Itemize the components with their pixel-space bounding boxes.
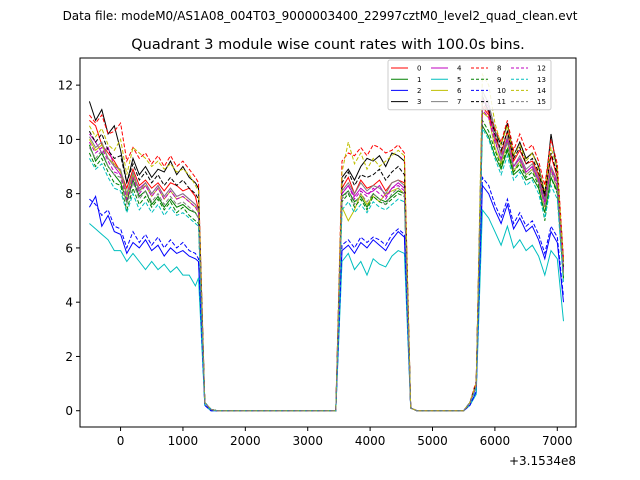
legend-label-9: 9 xyxy=(497,76,501,84)
x-tick-label: 5000 xyxy=(417,434,448,448)
x-tick-label: 6000 xyxy=(480,434,511,448)
series-line-1 xyxy=(88,124,564,412)
series-line-2 xyxy=(88,184,564,412)
series-line-7 xyxy=(88,90,564,412)
series-line-10 xyxy=(89,175,564,412)
series-line-12 xyxy=(88,108,564,412)
x-tick-label: 2000 xyxy=(230,434,261,448)
y-tick-label: 6 xyxy=(65,241,73,255)
y-axis: 0 2 4 6 8 10 12 xyxy=(58,79,80,418)
series-line-4 xyxy=(89,97,564,412)
figure-header: Data file: modeM0/AS1A08_004T03_90000034… xyxy=(63,9,578,23)
plot-area xyxy=(88,72,564,412)
series-line-9 xyxy=(88,118,564,412)
y-tick-label: 0 xyxy=(65,404,73,418)
y-tick-label: 4 xyxy=(65,296,73,310)
y-tick-label: 2 xyxy=(65,350,73,364)
series-line-15 xyxy=(88,91,564,412)
y-tick-label: 10 xyxy=(58,133,73,147)
y-tick-label: 8 xyxy=(65,187,73,201)
series-line-11 xyxy=(88,99,564,412)
legend-label-8: 8 xyxy=(497,65,501,73)
x-tick-label: 1000 xyxy=(168,434,199,448)
x-tick-label: 4000 xyxy=(355,434,386,448)
x-axis: 0 1000 2000 3000 4000 5000 6000 7000 xyxy=(117,427,573,448)
legend-label-13: 13 xyxy=(537,76,546,84)
legend-label-15: 15 xyxy=(537,98,546,106)
series-line-6 xyxy=(88,111,564,412)
legend-label-10: 10 xyxy=(497,87,506,95)
legend-label-14: 14 xyxy=(537,87,546,95)
series-line-14 xyxy=(88,72,564,412)
chart-title: Quadrant 3 module wise count rates with … xyxy=(131,37,525,53)
series-line-8 xyxy=(89,102,564,412)
legend-label-4: 4 xyxy=(457,65,462,73)
legend-label-11: 11 xyxy=(497,98,506,106)
legend-label-3: 3 xyxy=(417,98,421,106)
legend-label-12: 12 xyxy=(537,65,546,73)
axes-frame xyxy=(79,57,577,428)
legend-label-5: 5 xyxy=(457,76,461,84)
x-tick-label: 7000 xyxy=(542,434,573,448)
legend-label-7: 7 xyxy=(457,98,461,106)
legend-label-6: 6 xyxy=(457,87,462,95)
x-offset-label: +3.1534e8 xyxy=(509,454,576,468)
legend-label-0: 0 xyxy=(417,65,421,73)
legend-frame xyxy=(387,59,552,111)
series-line-0 xyxy=(89,105,564,412)
y-tick-label: 12 xyxy=(58,79,73,93)
x-tick-label: 0 xyxy=(117,434,125,448)
legend-label-1: 1 xyxy=(417,76,421,84)
x-tick-label: 3000 xyxy=(292,434,323,448)
series-line-5 xyxy=(89,208,564,412)
legend-label-2: 2 xyxy=(417,87,421,95)
